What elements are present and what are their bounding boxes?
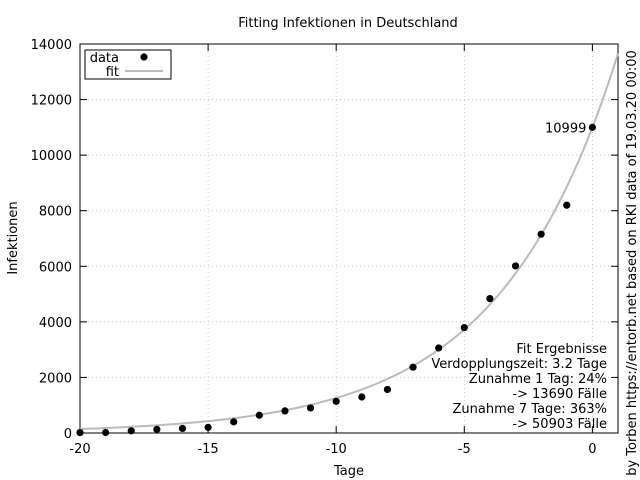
data-point bbox=[127, 427, 135, 435]
data-point bbox=[281, 407, 289, 415]
data-point bbox=[511, 262, 520, 270]
y-tick-label: 8000 bbox=[39, 205, 72, 220]
data-point bbox=[460, 323, 468, 332]
data-point bbox=[383, 385, 392, 394]
legend: data fit bbox=[84, 49, 172, 80]
data-point bbox=[435, 344, 443, 352]
data-point bbox=[486, 294, 494, 303]
side-label: by Torben https://entorb.net based on RK… bbox=[625, 50, 640, 476]
fit-result-line: Zunahme 7 Tage: 363% bbox=[453, 402, 607, 417]
data-point bbox=[76, 428, 84, 437]
fit-results: Fit Ergebnisse Verdopplungszeit: 3.2 Tag… bbox=[431, 342, 607, 432]
data-point bbox=[358, 393, 366, 401]
x-tick-label: -15 bbox=[197, 442, 218, 457]
data-point bbox=[255, 411, 263, 419]
x-tick-label: 0 bbox=[588, 442, 596, 457]
data-point bbox=[102, 428, 110, 437]
y-tick-label: 4000 bbox=[39, 316, 72, 331]
fit-result-line: -> 50903 Fälle bbox=[512, 417, 607, 432]
data-point bbox=[332, 397, 340, 405]
data-point bbox=[153, 425, 161, 433]
data-point bbox=[230, 418, 238, 426]
y-tick-label: 14000 bbox=[31, 38, 72, 53]
y-tick-label: 12000 bbox=[31, 94, 72, 109]
fit-result-line: Zunahme 1 Tag: 24% bbox=[469, 372, 607, 387]
data-point bbox=[537, 230, 545, 238]
fit-result-line: -> 13690 Fälle bbox=[512, 387, 607, 402]
x-tick-label: -5 bbox=[458, 442, 471, 457]
x-tick-label: -10 bbox=[326, 442, 347, 457]
legend-label-fit: fit bbox=[106, 65, 119, 80]
y-tick-label: 2000 bbox=[39, 371, 72, 386]
point-label: 10999 bbox=[545, 121, 586, 136]
plot-frame bbox=[79, 43, 619, 434]
y-tick-label: 6000 bbox=[39, 260, 72, 275]
legend-label-data: data bbox=[90, 51, 119, 66]
y-tick-label: 10000 bbox=[31, 149, 72, 164]
x-tick-label: -20 bbox=[69, 442, 90, 457]
fit-result-line: Fit Ergebnisse bbox=[516, 342, 607, 357]
y-axis-label: Infektionen bbox=[6, 201, 21, 274]
data-point bbox=[306, 404, 315, 412]
data-point bbox=[563, 201, 571, 209]
legend-box bbox=[84, 49, 172, 80]
axis-ticks: -20 -15 -10 -5 0 0 2000 4000 6000 8000 10000 12000 1… bbox=[31, 38, 618, 457]
data-point bbox=[178, 424, 187, 433]
x-axis-label: Tage bbox=[333, 464, 364, 479]
data-point bbox=[204, 423, 212, 431]
data-point bbox=[588, 123, 596, 131]
legend-marker-data bbox=[140, 53, 148, 61]
y-tick-label: 0 bbox=[64, 427, 72, 442]
data-points bbox=[76, 123, 596, 437]
fit-result-line: Verdopplungszeit: 3.2 Tage bbox=[431, 357, 607, 372]
chart-title: Fitting Infektionen in Deutschland bbox=[238, 16, 458, 31]
fit-curve bbox=[79, 53, 619, 430]
data-point bbox=[409, 363, 417, 371]
